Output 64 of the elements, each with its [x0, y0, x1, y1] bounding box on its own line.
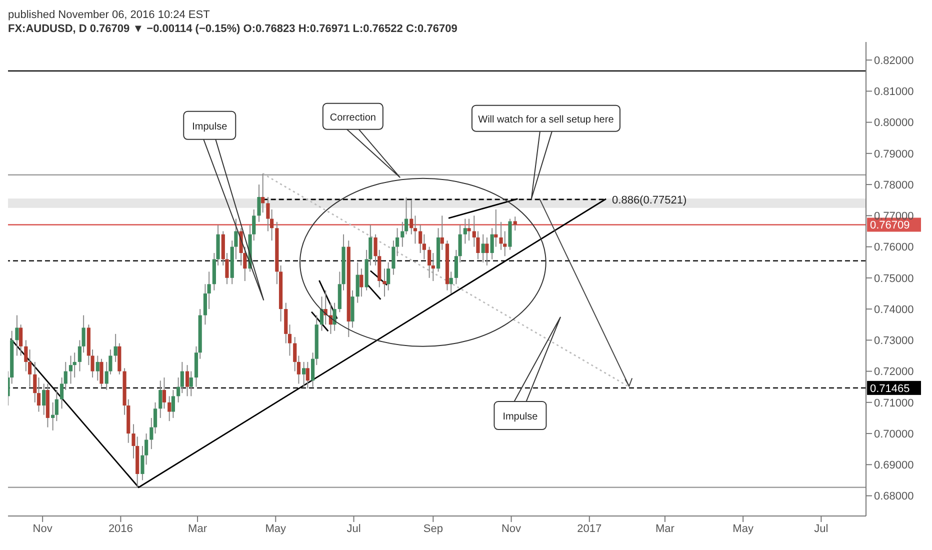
candlestick [485, 236, 489, 266]
candlestick [463, 218, 467, 244]
candlestick [68, 355, 73, 384]
annotation: 0.886(0.77521) [612, 194, 687, 206]
y-tick-label: 0.72000 [874, 366, 914, 378]
candlestick [96, 355, 100, 382]
candlestick [360, 268, 364, 298]
x-tick-label: May [732, 522, 754, 535]
candlestick [162, 377, 166, 410]
candlestick [24, 340, 28, 372]
x-tick-label: May [265, 522, 287, 535]
y-tick-label: 0.81000 [874, 86, 914, 98]
candlestick [185, 364, 190, 397]
candlestick [481, 234, 485, 263]
y-tick-label: 0.74000 [874, 304, 914, 316]
candlestick [494, 208, 498, 248]
x-tick-label: Mar [655, 522, 675, 535]
y-tick-label: 0.69000 [874, 460, 914, 472]
candlestick [428, 246, 432, 278]
x-tick-label: Jul [814, 522, 828, 535]
y-tick-label: 0.68000 [874, 490, 914, 503]
candlestick [400, 221, 404, 248]
candlestick [171, 389, 175, 418]
x-tick-label: 2016 [108, 522, 133, 535]
chart-subtitle: published November 06, 2016 10:24 EST [8, 8, 211, 22]
annotation: Impulse [502, 412, 538, 423]
candlestick [306, 361, 310, 389]
candlestick [189, 370, 193, 397]
chart-title: FX:AUDUSD, D 0.76709 ▼ −0.00114 (−0.15%) O:0.76823 H:0.76971 L:0.76522 C:0.76709 [8, 22, 458, 36]
candlestick [261, 173, 265, 214]
y-tick-label: 0.78000 [874, 179, 914, 192]
x-tick-label: Sep [423, 522, 443, 535]
y-tick-label: 0.73000 [874, 335, 914, 348]
candlestick [513, 216, 517, 232]
x-tick-label: Nov [501, 522, 522, 535]
annotation: Will watch for a sell setup here [478, 114, 614, 126]
ref-line-label: 0.71465 [870, 382, 910, 395]
y-tick-label: 0.80000 [874, 117, 914, 130]
x-tick-label: Nov [32, 522, 53, 535]
candlestick [15, 314, 19, 356]
x-tick-label: Jul [346, 522, 361, 535]
candlestick [440, 215, 444, 250]
y-tick-label: 0.75000 [874, 272, 914, 285]
candlestick [158, 380, 162, 418]
candlestick [114, 333, 118, 362]
candlestick [302, 361, 306, 388]
candlestick [356, 262, 360, 304]
y-tick-label: 0.79000 [874, 148, 914, 160]
y-tick-label: 0.82000 [874, 54, 914, 67]
candlestick [42, 383, 46, 416]
y-tick-label: 0.70000 [874, 428, 914, 440]
x-tick-label: 2017 [577, 522, 602, 535]
candlestick [100, 358, 104, 388]
x-tick-label: Mar [188, 522, 208, 535]
candlestick [382, 268, 386, 298]
candlestick [467, 218, 471, 242]
candlestick [72, 352, 76, 378]
y-tick-label: 0.71000 [874, 397, 914, 410]
annotation: Correction [330, 112, 376, 124]
ref-line-label: 0.76709 [870, 220, 910, 232]
y-tick-label: 0.76000 [874, 242, 914, 254]
annotation: Impulse [192, 121, 228, 132]
candlestick [449, 271, 453, 294]
candlestick [168, 396, 172, 422]
